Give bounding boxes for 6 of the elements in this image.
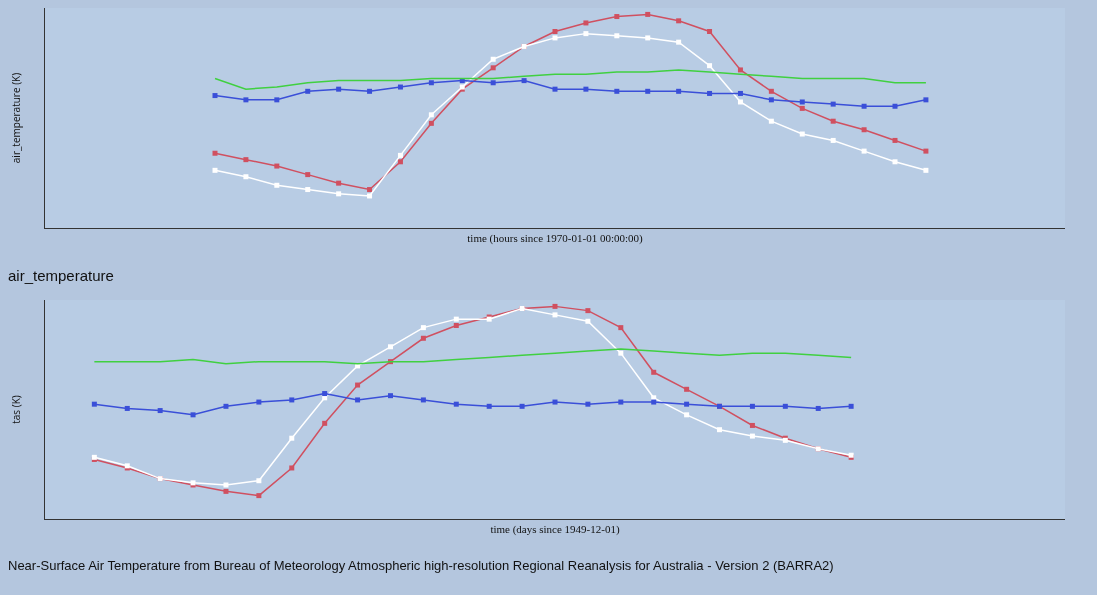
- y-axis-title: tas (K): [9, 395, 23, 424]
- x-axis-title: time (days since 1949-12-01): [490, 523, 620, 537]
- x-axis-title: time (hours since 1970-01-01 00:00:00): [467, 232, 644, 246]
- text: Near-Surface Air Temperature from Bureau of Meteorology Atmospheric high-resolution Regional Reanalysis for Australia - Version 2 (BARRA2): [8, 558, 834, 573]
- text: air_temperature: [8, 267, 114, 284]
- y-axis-title: air_temperature (K): [9, 72, 23, 164]
